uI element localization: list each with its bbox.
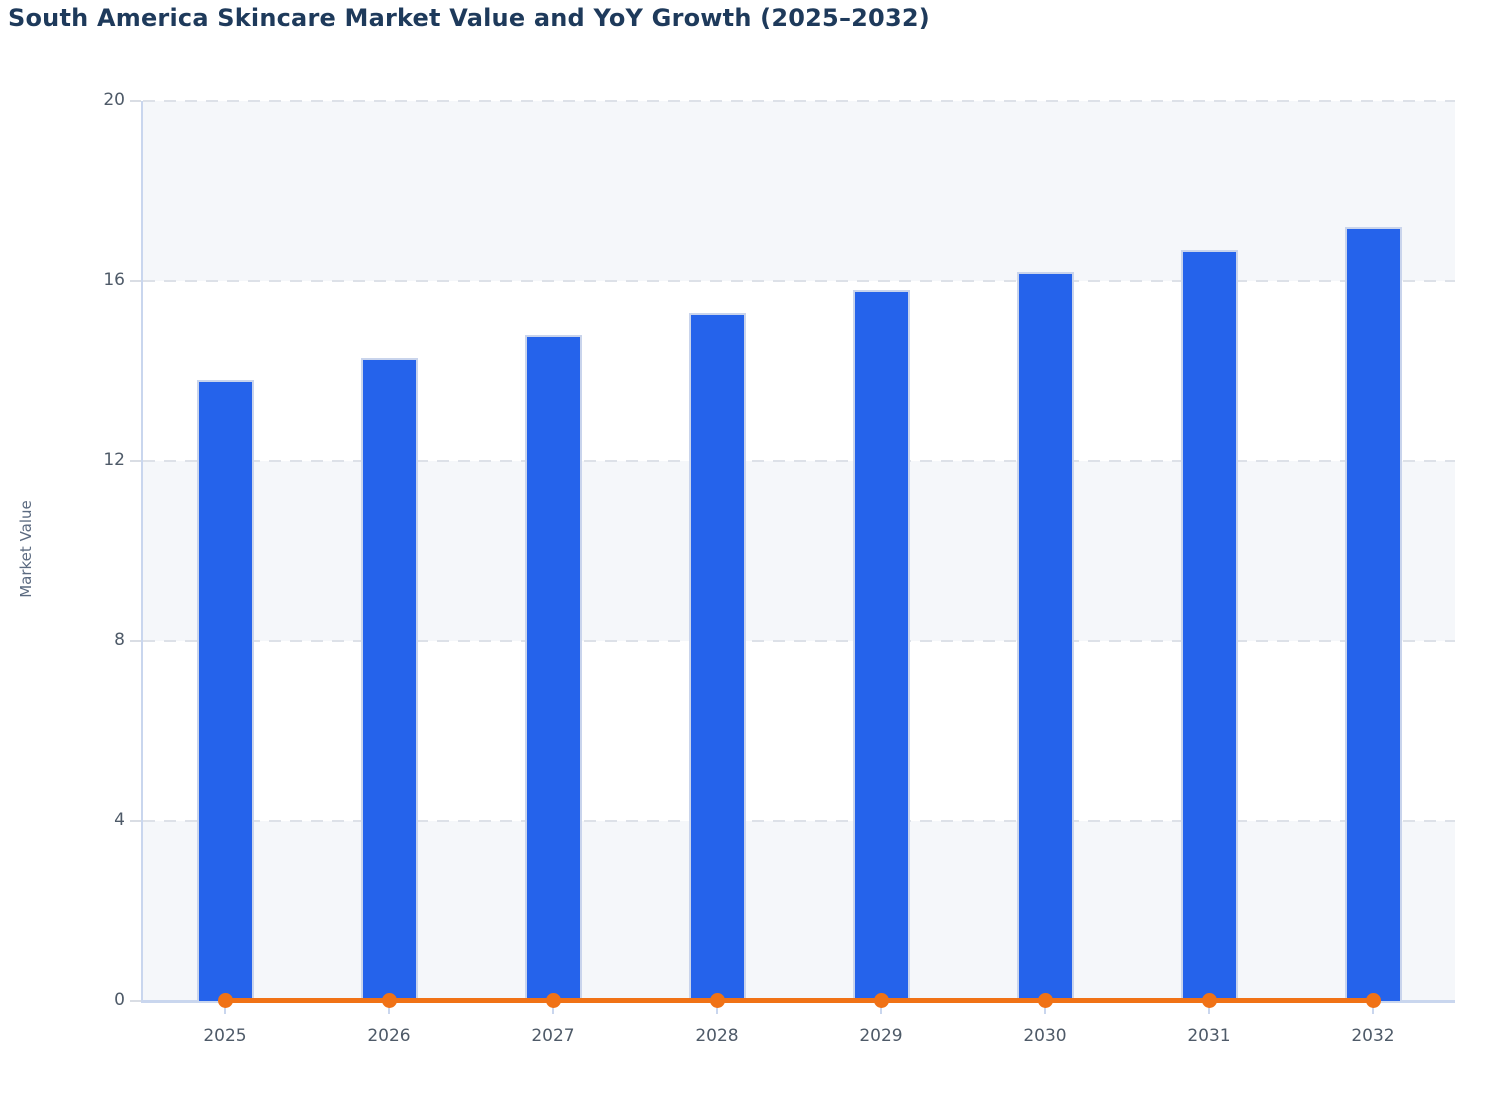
bar-2032 [1344, 227, 1402, 1001]
bar-2029 [852, 290, 910, 1001]
x-tick-2030 [1044, 1003, 1046, 1014]
y-tick-16 [130, 280, 141, 282]
x-tick-2031 [1208, 1003, 1210, 1014]
x-tick-label: 2030 [1023, 1026, 1067, 1046]
y-tick-label: 20 [103, 90, 125, 110]
y-tick-label: 8 [114, 630, 125, 650]
plot-band [143, 821, 1455, 1001]
y-tick-8 [130, 640, 141, 642]
bar-2028 [688, 312, 746, 1001]
x-tick-label: 2026 [367, 1026, 411, 1046]
yoy-growth-line [225, 997, 1373, 1003]
x-tick-label: 2025 [203, 1026, 247, 1046]
plot-area: 0 4 8 12 16 20 2025 2026 2027 2028 2029 2030 2031 203… [103, 90, 1455, 1046]
x-tick-2027 [552, 1003, 554, 1014]
x-tick-2026 [388, 1003, 390, 1014]
yoy-marker-2031 [1201, 992, 1217, 1008]
y-tick-label: 16 [103, 270, 125, 290]
yoy-marker-2029 [873, 992, 889, 1008]
chart-title: South America Skincare Market Value and … [8, 4, 930, 32]
y-tick-label: 12 [103, 450, 125, 470]
gridline-y-20 [143, 100, 1455, 102]
bar-2025 [196, 380, 254, 1001]
y-axis-line [141, 101, 143, 1003]
x-tick-2028 [716, 1003, 718, 1014]
yoy-marker-2027 [545, 992, 561, 1008]
x-tick-label: 2031 [1187, 1026, 1231, 1046]
x-tick-2029 [880, 1003, 882, 1014]
y-tick-4 [130, 820, 141, 822]
yoy-marker-2025 [217, 992, 233, 1008]
plot-band [143, 461, 1455, 641]
y-tick-0 [130, 1000, 141, 1002]
yoy-marker-2028 [709, 992, 725, 1008]
y-tick-12 [130, 460, 141, 462]
y-tick-label: 0 [114, 990, 125, 1010]
bar-2026 [360, 357, 418, 1001]
plot-band [143, 101, 1455, 281]
x-tick-label: 2029 [859, 1026, 903, 1046]
yoy-marker-2032 [1365, 992, 1381, 1008]
x-tick-2032 [1372, 1003, 1374, 1014]
bar-2030 [1016, 272, 1074, 1001]
y-tick-label: 4 [114, 810, 125, 830]
gridline-y-4 [143, 820, 1455, 822]
bar-2031 [1180, 249, 1238, 1001]
gridline-y-12 [143, 460, 1455, 462]
yoy-marker-2026 [381, 992, 397, 1008]
bar-2027 [524, 335, 582, 1001]
x-tick-2025 [224, 1003, 226, 1014]
y-axis-title: Market Value [17, 500, 35, 598]
x-tick-label: 2032 [1351, 1026, 1395, 1046]
y-tick-20 [130, 100, 141, 102]
yoy-marker-2030 [1037, 992, 1053, 1008]
x-tick-label: 2027 [531, 1026, 575, 1046]
gridline-y-8 [143, 640, 1455, 642]
x-tick-label: 2028 [695, 1026, 739, 1046]
gridline-y-16 [143, 280, 1455, 282]
